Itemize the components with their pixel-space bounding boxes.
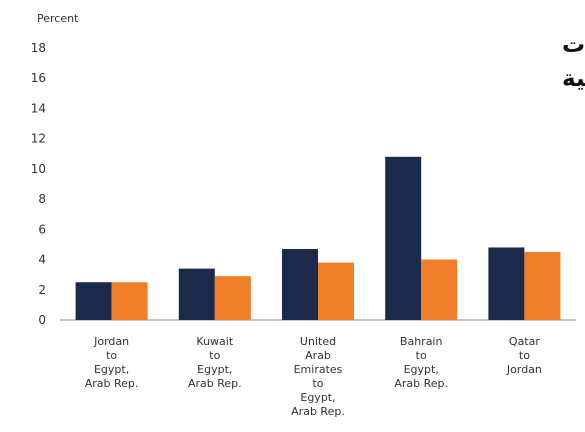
x-category-label-line: Arab <box>305 349 331 362</box>
y-tick-label: 6 <box>38 222 46 236</box>
title-line-1: ارخص التحويلات <box>562 32 585 58</box>
x-category-label-line: Egypt, <box>197 363 232 376</box>
y-tick-label: 4 <box>38 253 46 267</box>
y-tick-label: 10 <box>31 162 46 176</box>
x-category-label-line: Emirates <box>294 363 343 376</box>
x-category-label-line: Arab Rep. <box>188 377 242 390</box>
x-category-label-line: to <box>416 349 427 362</box>
bar-series-2 <box>214 276 251 320</box>
x-category-label-line: Arab Rep. <box>291 405 345 418</box>
x-axis-category-labels: Jordan to Egypt, Arab Rep.Kuwait to Egypt, Ara… <box>85 335 542 418</box>
bar-series-2 <box>421 259 458 320</box>
x-category-label-line: Qatar <box>509 335 540 348</box>
chart-title: ارخص التحويلات بين الدول العربية <box>562 32 585 92</box>
x-category-label-line: to <box>519 349 530 362</box>
bars-group <box>75 156 561 320</box>
x-category-label-line: Egypt, <box>300 391 335 404</box>
bar-series-2 <box>524 252 561 320</box>
x-category-label-line: to <box>106 349 117 362</box>
bar-series-1 <box>178 268 215 320</box>
y-axis-unit-label: Percent <box>37 12 79 25</box>
x-category-label-line: Egypt, <box>404 363 439 376</box>
bar-series-1 <box>75 282 112 320</box>
x-category-label-line: Arab Rep. <box>394 377 448 390</box>
x-category-label-line: to <box>312 377 323 390</box>
bar-series-2 <box>318 262 354 320</box>
x-category-label: Kuwait to Egypt, Arab Rep. <box>188 335 242 390</box>
title-line-2: بين الدول العربية <box>562 66 585 92</box>
x-category-label-line: Jordan <box>506 363 542 376</box>
x-category-label-line: Arab Rep. <box>85 377 139 390</box>
x-category-label-line: Bahrain <box>400 335 443 348</box>
y-tick-label: 18 <box>31 41 46 55</box>
x-category-label-line: to <box>209 349 220 362</box>
bar-series-1 <box>488 247 525 320</box>
y-axis-ticks: 0 2 4 6 8 10 12 14 16 18 <box>31 41 46 327</box>
x-category-label-line: Egypt, <box>94 363 129 376</box>
y-tick-label: 0 <box>38 313 46 327</box>
y-tick-label: 16 <box>31 71 46 85</box>
bar-series-2 <box>111 282 148 320</box>
bar-series-1 <box>385 156 422 320</box>
x-category-label: United Arab Emirates to Egypt, Arab Rep. <box>291 335 345 418</box>
y-tick-label: 2 <box>38 283 46 297</box>
y-tick-label: 12 <box>31 132 46 146</box>
x-category-label: Jordan to Egypt, Arab Rep. <box>85 335 139 390</box>
bar-series-1 <box>282 248 318 320</box>
x-category-label-line: United <box>300 335 336 348</box>
x-category-label: Qatar to Jordan <box>506 335 542 376</box>
y-tick-label: 8 <box>38 192 46 206</box>
y-tick-label: 14 <box>31 101 46 115</box>
x-category-label: Bahrain to Egypt, Arab Rep. <box>394 335 448 390</box>
x-category-label-line: Jordan <box>93 335 129 348</box>
x-category-label-line: Kuwait <box>196 335 233 348</box>
